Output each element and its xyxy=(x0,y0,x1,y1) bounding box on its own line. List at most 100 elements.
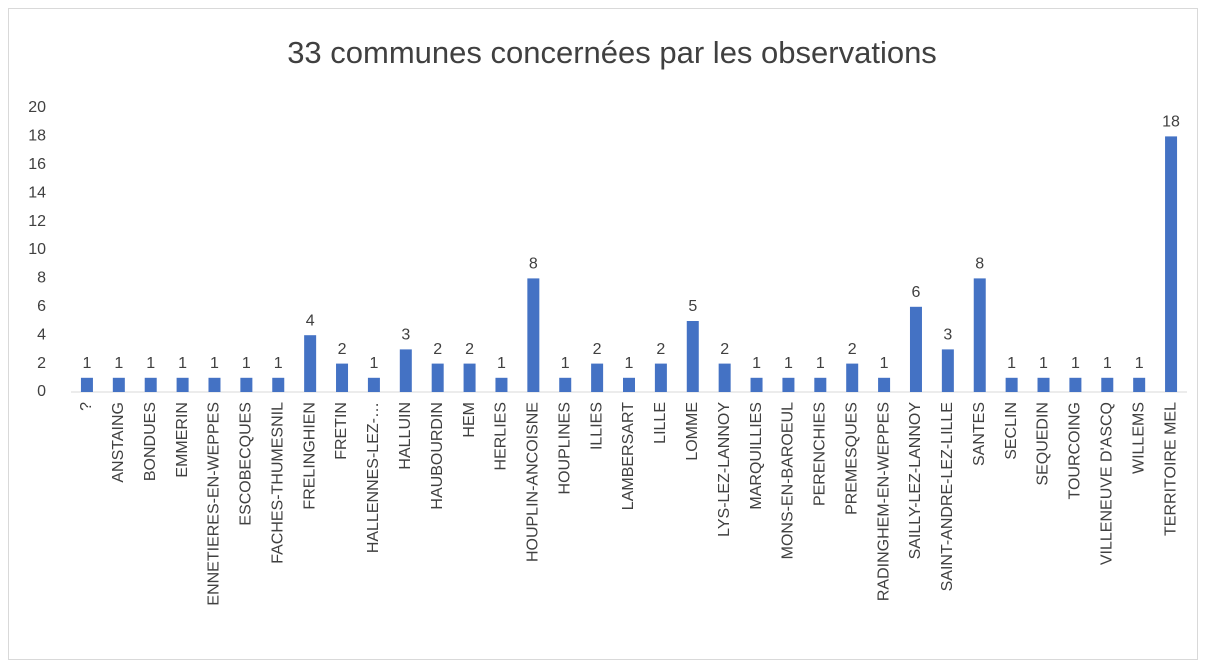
data-label: 2 xyxy=(656,341,665,358)
bar xyxy=(1037,377,1050,392)
bar xyxy=(814,377,827,392)
data-label: 8 xyxy=(529,256,538,273)
bar xyxy=(1101,377,1114,392)
data-label: 1 xyxy=(1103,355,1112,372)
data-label: 1 xyxy=(880,355,889,372)
x-tick-label: LAMBERSART xyxy=(620,402,637,510)
bar xyxy=(654,363,667,392)
bar xyxy=(623,377,635,392)
x-tick-label: HOUPLIN-ANCOISNE xyxy=(525,402,542,562)
bar xyxy=(909,306,922,392)
y-tick-label: 10 xyxy=(28,241,46,258)
data-label: 1 xyxy=(114,355,123,372)
bar xyxy=(1133,377,1146,392)
x-tick-label: ESCOBECQUES xyxy=(238,402,255,526)
data-label: 2 xyxy=(720,341,729,358)
x-tick-label: BONDUES xyxy=(142,402,159,481)
bar xyxy=(144,377,157,392)
bar xyxy=(399,349,412,392)
data-label: 6 xyxy=(912,284,921,301)
y-tick-label: 0 xyxy=(37,383,46,400)
chart-title: 33 communes concernées par les observati… xyxy=(287,35,937,70)
data-label: 1 xyxy=(210,355,219,372)
y-tick-label: 6 xyxy=(37,298,46,315)
y-tick-label: 2 xyxy=(37,355,46,372)
data-label: 1 xyxy=(1071,355,1080,372)
data-label: 4 xyxy=(306,312,315,329)
data-label: 1 xyxy=(82,355,91,372)
x-tick-label: HEM xyxy=(461,402,478,438)
x-tick-label: FRELINGHIEN xyxy=(301,402,318,510)
bar xyxy=(112,377,125,392)
data-label: 1 xyxy=(274,355,283,372)
bar xyxy=(367,377,380,392)
x-tick-label: ENNETIERES-EN-WEPPES xyxy=(206,402,223,606)
bar xyxy=(1165,136,1178,392)
y-tick-label: 16 xyxy=(28,156,46,173)
x-tick-label: ? xyxy=(78,402,95,411)
data-label: 1 xyxy=(752,355,761,372)
data-label: 1 xyxy=(1039,355,1048,372)
bar xyxy=(878,377,891,392)
bar xyxy=(80,377,93,392)
data-label: 1 xyxy=(497,355,506,372)
bar xyxy=(527,278,540,392)
data-label: 2 xyxy=(433,341,442,358)
bar xyxy=(559,377,572,392)
data-label: 3 xyxy=(943,327,952,344)
x-tick-label: VILLENEUVE D'ASCQ xyxy=(1099,402,1116,565)
bar xyxy=(208,377,221,392)
bar xyxy=(1069,377,1082,392)
data-label: 1 xyxy=(1135,355,1144,372)
x-tick-label: HALLUIN xyxy=(397,402,414,470)
data-label: 1 xyxy=(625,355,634,372)
data-label: 2 xyxy=(465,341,474,358)
x-tick-label: SEQUEDIN xyxy=(1035,402,1052,486)
x-tick-label: HERLIES xyxy=(493,402,510,470)
x-tick-label: RADINGHEM-EN-WEPPES xyxy=(875,402,892,601)
x-tick-label: PREMESQUES xyxy=(843,402,860,515)
data-label: 1 xyxy=(146,355,155,372)
x-tick-label: FACHES-THUMESNIL xyxy=(269,402,286,564)
x-tick-label: LYS-LEZ-LANNOY xyxy=(716,402,733,537)
bar xyxy=(718,363,731,392)
x-tick-label: WILLEMS xyxy=(1130,402,1147,474)
bar xyxy=(431,363,444,392)
y-tick-label: 12 xyxy=(28,213,46,230)
data-label: 1 xyxy=(561,355,570,372)
x-tick-label: MARQUILLIES xyxy=(748,402,765,510)
data-label: 1 xyxy=(178,355,187,372)
y-tick-label: 8 xyxy=(37,270,46,287)
x-tick-label: SECLIN xyxy=(1003,402,1020,460)
x-tick-label: SAILLY-LEZ-LANNOY xyxy=(907,402,924,560)
data-label: 1 xyxy=(369,355,378,372)
data-label: 18 xyxy=(1162,114,1180,131)
data-label: 1 xyxy=(1007,355,1016,372)
bar xyxy=(782,377,795,392)
x-tick-label: HOUPLINES xyxy=(556,402,573,494)
bar xyxy=(272,377,285,392)
y-tick-label: 14 xyxy=(28,184,46,201)
bar xyxy=(176,377,189,392)
y-tick-label: 20 xyxy=(28,99,46,116)
x-tick-label: EMMERIN xyxy=(174,402,191,478)
x-tick-label: ILLIES xyxy=(588,402,605,450)
x-tick-label: LOMME xyxy=(684,402,701,461)
bar xyxy=(1005,377,1018,392)
x-tick-label: ANSTAING xyxy=(110,402,127,483)
data-label: 8 xyxy=(975,256,984,273)
x-tick-label: HALLENNES-LEZ-… xyxy=(365,402,382,553)
data-label: 5 xyxy=(688,298,697,315)
x-tick-label: SAINT-ANDRE-LEZ-LILLE xyxy=(939,402,956,591)
x-tick-label: TOURCOING xyxy=(1067,402,1084,499)
x-tick-label: TERRITOIRE MEL xyxy=(1162,402,1179,536)
bar xyxy=(941,349,954,392)
data-label: 3 xyxy=(401,327,410,344)
bar xyxy=(846,363,859,392)
bar xyxy=(973,278,986,392)
data-label: 2 xyxy=(338,341,347,358)
x-tick-label: PERENCHIES xyxy=(812,402,829,506)
y-tick-label: 18 xyxy=(28,128,46,145)
